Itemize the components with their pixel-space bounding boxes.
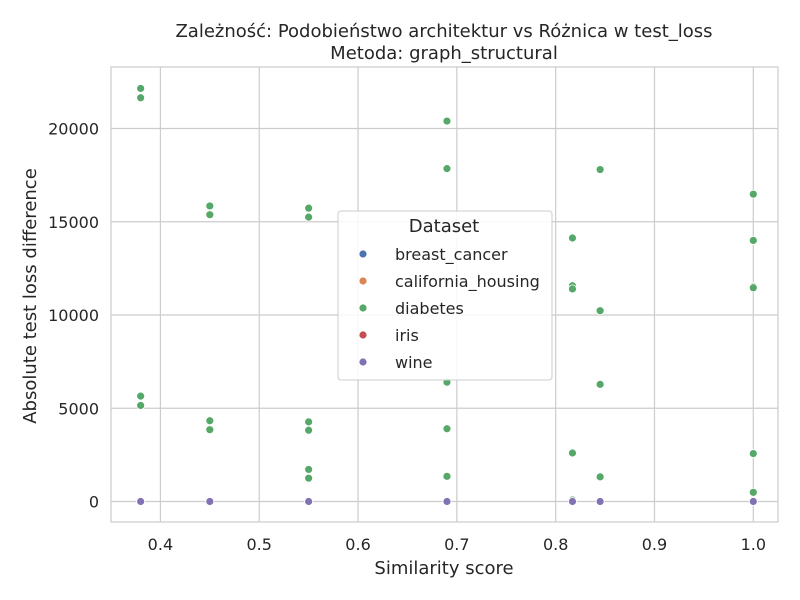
- x-tick-label: 0.6: [345, 535, 370, 554]
- chart-title: Zależność: Podobieństwo architektur vs R…: [175, 21, 712, 42]
- data-point-diabetes: [136, 84, 146, 93]
- data-point-wine: [442, 497, 452, 506]
- x-tick-label: 0.7: [444, 535, 469, 554]
- data-point-diabetes: [595, 472, 605, 482]
- grid-lines: [111, 67, 778, 522]
- data-point-diabetes: [136, 391, 146, 401]
- legend-marker-iris: [358, 330, 368, 340]
- data-point-diabetes: [568, 233, 577, 243]
- data-point-diabetes: [748, 189, 758, 199]
- data-point-diabetes: [205, 210, 215, 220]
- data-point-wine: [304, 497, 314, 506]
- chart-subtitle: Metoda: graph_structural: [330, 43, 558, 64]
- y-axis-label: Absolute test loss difference: [20, 168, 41, 424]
- data-point-diabetes: [304, 203, 314, 213]
- legend-marker-wine: [358, 357, 368, 367]
- data-point-diabetes: [442, 471, 452, 481]
- y-tick-label: 15000: [48, 213, 99, 232]
- data-point-wine: [205, 497, 215, 506]
- data-point-wine: [595, 497, 605, 506]
- data-point-diabetes: [304, 465, 314, 474]
- tick-labels: 0.4 0.5 0.6 0.7 0.8 0.9 1.0 0 5000 10000 15000 2000…: [48, 120, 766, 554]
- data-point-diabetes: [595, 379, 605, 389]
- legend-label-diabetes: diabetes: [395, 299, 464, 318]
- data-points: [136, 84, 758, 506]
- x-axis-label: Similarity score: [374, 558, 513, 579]
- data-point-diabetes: [304, 425, 314, 435]
- x-tick-label: 0.5: [246, 535, 271, 554]
- x-tick-label: 0.4: [148, 535, 173, 554]
- data-point-diabetes: [748, 236, 758, 245]
- legend-box: [337, 210, 553, 381]
- data-point-diabetes: [748, 487, 758, 497]
- y-tick-label: 20000: [48, 120, 99, 139]
- legend-label-wine: wine: [395, 353, 433, 372]
- data-point-diabetes: [442, 164, 452, 174]
- data-point-diabetes: [568, 284, 577, 294]
- data-point-wine: [136, 497, 146, 506]
- x-tick-label: 0.8: [543, 535, 568, 554]
- legend-label-breast_cancer: breast_cancer: [395, 245, 508, 265]
- data-point-diabetes: [442, 116, 452, 126]
- data-point-diabetes: [442, 424, 452, 434]
- data-point-wine: [748, 497, 758, 506]
- legend-label-iris: iris: [395, 326, 419, 345]
- data-point-diabetes: [304, 417, 314, 427]
- x-tick-label: 0.9: [642, 535, 667, 554]
- legend-marker-diabetes: [358, 303, 368, 313]
- legend: Dataset breast_cancer california_housingd…: [337, 210, 553, 381]
- legend-marker-california_housing: [358, 276, 368, 286]
- data-point-diabetes: [205, 416, 215, 426]
- data-point-diabetes: [136, 401, 146, 410]
- legend-label-california_housing: california_housing: [395, 272, 540, 292]
- data-point-diabetes: [205, 201, 215, 211]
- data-point-diabetes: [304, 212, 314, 222]
- data-point-diabetes: [304, 473, 314, 483]
- legend-title: Dataset: [409, 216, 480, 237]
- x-tick-label: 1.0: [741, 535, 766, 554]
- data-point-diabetes: [595, 165, 605, 174]
- data-point-wine: [568, 497, 577, 506]
- y-tick-label: 5000: [58, 399, 99, 418]
- data-point-diabetes: [595, 306, 605, 316]
- y-tick-label: 10000: [48, 306, 99, 325]
- data-point-diabetes: [136, 93, 146, 103]
- data-point-diabetes: [748, 449, 758, 458]
- data-point-diabetes: [568, 448, 577, 458]
- legend-marker-breast_cancer: [358, 249, 368, 259]
- data-point-diabetes: [748, 283, 758, 293]
- y-tick-label: 0: [89, 492, 99, 511]
- data-point-diabetes: [205, 425, 215, 435]
